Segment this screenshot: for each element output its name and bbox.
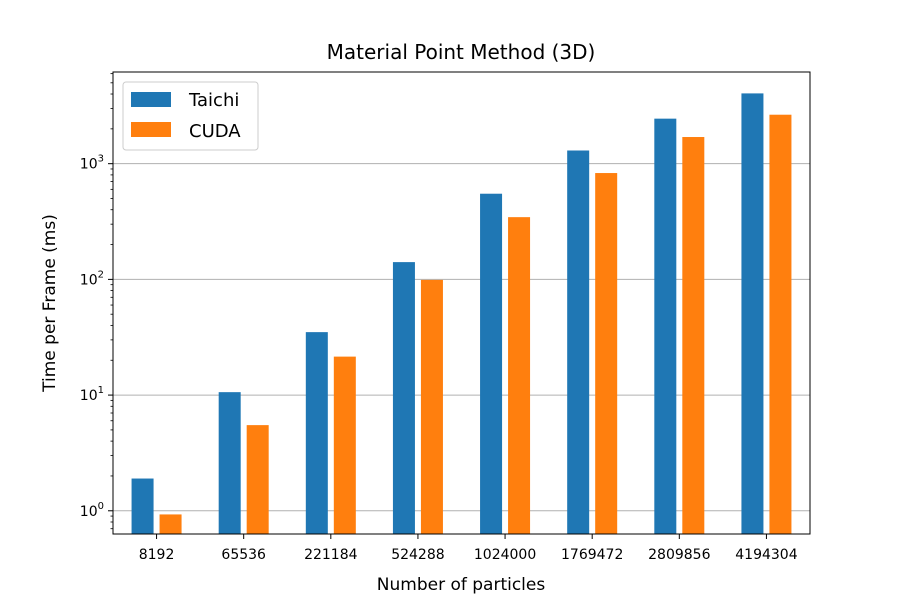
- y-tick-label: 101: [80, 385, 104, 404]
- y-tick-label-exponent: 0: [98, 501, 104, 512]
- bar-taichi-65536: [218, 392, 241, 534]
- x-tick-label: 8192: [139, 547, 175, 563]
- y-tick-label: 100: [80, 501, 104, 520]
- bar-cuda-524288: [420, 279, 443, 534]
- y-tick-label-exponent: 3: [98, 154, 104, 165]
- x-tick-label: 221184: [304, 547, 358, 563]
- bar-cuda-221184: [333, 356, 356, 534]
- plot-frame: [112, 71, 811, 535]
- bar-taichi-4194304: [741, 93, 764, 535]
- legend-swatch-cuda: [131, 122, 171, 137]
- x-tick-label: 1769472: [561, 547, 623, 563]
- bar-taichi-1024000: [480, 193, 503, 534]
- x-axis-label: Number of particles: [377, 575, 546, 595]
- y-tick-label-base: 10: [80, 388, 98, 404]
- bar-taichi-221184: [305, 332, 328, 534]
- y-tick-label-exponent: 2: [98, 269, 104, 280]
- y-tick-label: 103: [80, 154, 104, 173]
- x-tick-label: 2809856: [648, 547, 710, 563]
- y-tick-label-base: 10: [80, 157, 98, 173]
- y-axis-label: Time per Frame (ms): [40, 214, 60, 393]
- x-tick-label: 4194304: [735, 547, 797, 563]
- y-tick-label-base: 10: [80, 272, 98, 288]
- bar-cuda-65536: [246, 425, 269, 534]
- legend-label-cuda: CUDA: [189, 121, 241, 142]
- bar-taichi-524288: [392, 262, 415, 534]
- bar-cuda-1769472: [595, 173, 618, 534]
- x-tick-label: 65536: [221, 547, 266, 563]
- x-tick-label: 1024000: [474, 547, 536, 563]
- chart-title: Material Point Method (3D): [327, 40, 596, 64]
- x-tick-label: 524288: [391, 547, 444, 563]
- y-tick-label-exponent: 1: [98, 385, 104, 396]
- legend-label-taichi: Taichi: [188, 90, 239, 111]
- y-tick-label-base: 10: [80, 504, 98, 520]
- y-tick-label: 102: [80, 269, 104, 288]
- bar-taichi-8192: [131, 478, 154, 534]
- bars: [131, 93, 792, 535]
- legend: Taichi CUDA: [122, 81, 259, 151]
- bar-cuda-8192: [159, 514, 182, 534]
- bar-cuda-4194304: [769, 114, 792, 534]
- bar-cuda-2809856: [682, 137, 705, 534]
- legend-swatch-taichi: [131, 92, 171, 107]
- bar-taichi-2809856: [654, 118, 677, 535]
- bar-taichi-1769472: [567, 150, 590, 535]
- bar-cuda-1024000: [508, 217, 531, 534]
